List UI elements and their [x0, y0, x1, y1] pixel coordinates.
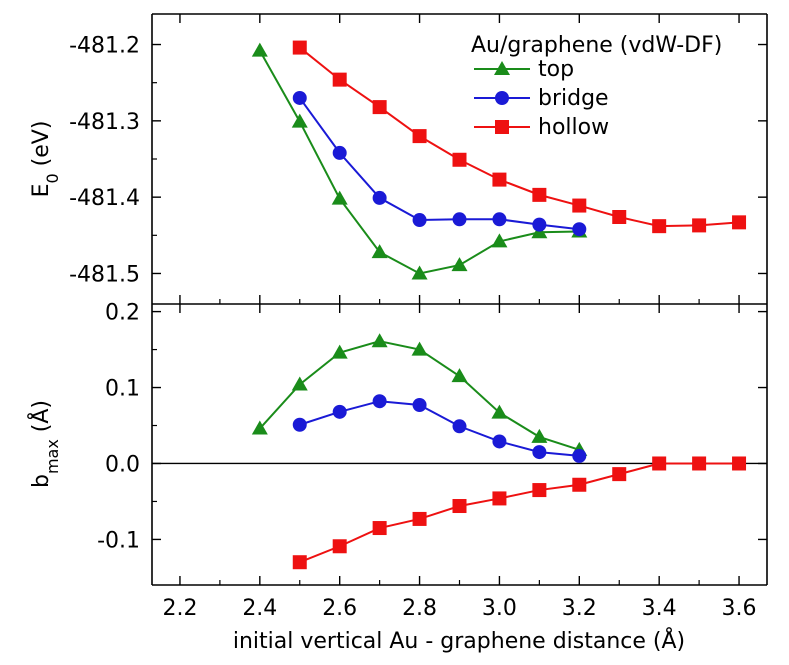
bridge-point	[492, 212, 507, 227]
top-line	[259, 340, 580, 451]
legend-marker-bridge	[495, 91, 509, 105]
top-panel-ylabel: E0 (eV)	[29, 121, 62, 198]
bridge-point	[292, 417, 307, 432]
hollow-point	[612, 210, 627, 224]
y-tick-label: -481.3	[69, 110, 140, 135]
hollow-point	[452, 499, 467, 514]
series-layer	[251, 40, 747, 570]
hollow-point	[492, 491, 507, 506]
x-axis-label: initial vertical Au - graphene distance …	[233, 627, 685, 654]
legend: Au/graphene (vdW-DF) top bridge hollow	[471, 33, 722, 140]
legend-title: Au/graphene (vdW-DF)	[471, 33, 722, 58]
bridge-point	[572, 222, 587, 237]
bridge-point	[452, 419, 467, 434]
hollow-point	[532, 187, 547, 202]
legend-label-hollow: hollow	[538, 115, 609, 140]
bottom-ylabel-unit: (Å)	[27, 400, 54, 439]
top-point	[291, 376, 308, 391]
hollow-point	[652, 456, 667, 471]
top-point	[531, 428, 548, 443]
hollow-point	[612, 467, 627, 482]
hollow-line	[299, 46, 740, 228]
hollow-point	[492, 172, 507, 187]
hollow-point	[412, 511, 427, 526]
top-point	[411, 265, 428, 280]
hollow-point	[332, 539, 347, 554]
x-tick-label: 3.0	[482, 596, 517, 621]
bridge-point	[452, 212, 467, 227]
x-tick-label: 2.2	[162, 596, 197, 621]
bridge-point	[532, 445, 547, 460]
x-tick-label: 3.6	[722, 596, 757, 621]
x-tick-label: 2.6	[322, 596, 357, 621]
bridge-point	[372, 190, 387, 205]
y-tick-label: -0.1	[97, 528, 140, 553]
hollow-point	[572, 477, 587, 492]
bottom-ylabel-main: b	[29, 474, 54, 488]
y-tick-label: 0.0	[105, 452, 140, 477]
y-tick-label: 0.2	[105, 301, 140, 326]
legend-marker-top	[494, 61, 510, 75]
hollow-point	[532, 483, 547, 498]
y-tick-label: -481.2	[69, 34, 140, 59]
top-point	[371, 244, 388, 259]
top-point	[491, 404, 508, 419]
y-tick-label: -481.5	[69, 262, 140, 287]
x-tick-label: 2.4	[242, 596, 277, 621]
hollow-point	[332, 72, 347, 87]
bridge-point	[572, 448, 587, 463]
bottom-panel-ylabel: bmax (Å)	[27, 400, 62, 488]
bridge-point	[412, 398, 427, 413]
hollow-point	[652, 219, 667, 234]
hollow-point	[732, 456, 747, 471]
y-tick-label: -481.4	[69, 186, 140, 211]
x-tick-label: 3.2	[562, 596, 597, 621]
x-tick-label: 3.4	[642, 596, 677, 621]
top-line	[258, 50, 580, 275]
hollow-point	[292, 40, 307, 55]
legend-label-bridge: bridge	[538, 86, 609, 111]
hollow-point	[372, 521, 387, 536]
tick-layer: 2.2 2.4 2.6 2.8 3.0 3.2 3.4 3.6 -481.2 -481.3 -481…	[69, 14, 767, 621]
hollow-point	[692, 456, 707, 471]
top-point	[411, 341, 428, 356]
y-tick-label: 0.1	[105, 377, 140, 402]
top-point	[451, 368, 468, 383]
top-point	[451, 257, 468, 272]
top-point	[331, 344, 348, 359]
hollow-point	[372, 100, 387, 115]
hollow-point	[692, 218, 707, 233]
top-point	[251, 420, 268, 435]
hollow-point	[412, 129, 427, 144]
hollow-point	[732, 215, 747, 230]
top-point	[251, 42, 268, 57]
x-tick-label: 2.8	[402, 596, 437, 621]
top-point	[491, 233, 508, 248]
legend-label-top: top	[538, 57, 574, 82]
bridge-point	[372, 394, 387, 409]
top-ylabel-main: E	[29, 184, 54, 198]
bridge-point	[292, 90, 307, 105]
bridge-point	[332, 145, 347, 160]
hollow-point	[452, 152, 467, 167]
bottom-ylabel-sub: max	[43, 439, 62, 474]
top-ylabel-unit: (eV)	[29, 121, 54, 174]
top-point	[371, 333, 388, 348]
top-ylabel-sub: 0	[43, 173, 62, 183]
legend-entries: top bridge hollow	[474, 57, 609, 140]
bridge-point	[492, 434, 507, 449]
hollow-point	[572, 198, 587, 213]
bridge-point	[332, 404, 347, 419]
top-point	[331, 190, 348, 205]
top-point	[291, 113, 308, 128]
bridge-point	[532, 217, 547, 232]
bridge-point	[412, 213, 427, 228]
hollow-point	[292, 555, 307, 570]
hollow-line	[299, 462, 740, 564]
legend-marker-hollow	[495, 120, 509, 134]
